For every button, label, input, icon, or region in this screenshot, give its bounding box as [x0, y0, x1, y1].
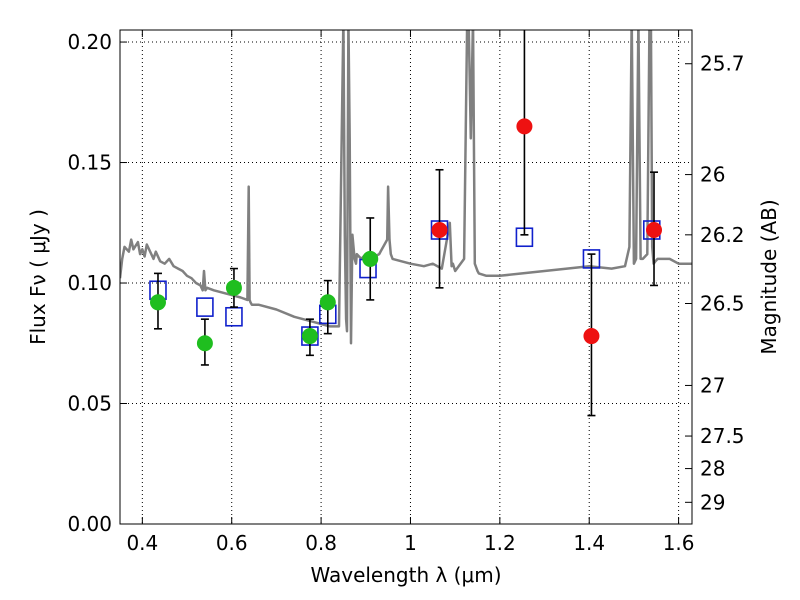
mag-tick-label: 25.7	[700, 52, 745, 76]
data-point	[362, 250, 379, 267]
axis-ticks: 0.4 0.6 0.8 1 1.2 1.4 1.6 0.00 0.05 0.10 0.15 0.20 2…	[67, 30, 745, 555]
model-sed-line	[120, 30, 692, 345]
data-point	[583, 328, 600, 345]
x-tick-label: 1.2	[484, 531, 516, 555]
data-point	[196, 335, 213, 352]
x-tick-label: 1	[404, 531, 417, 555]
x-tick-label: 1.4	[573, 531, 605, 555]
x-axis-label: Wavelength λ (μm)	[310, 563, 501, 587]
plot-area	[120, 30, 692, 417]
mag-tick-label: 29	[700, 490, 725, 514]
model-flux-box	[225, 306, 243, 327]
y-tick-label: 0.10	[67, 271, 112, 295]
model-flux-box	[196, 297, 214, 317]
plot-frame	[119, 29, 693, 525]
data-point	[516, 118, 533, 135]
mag-tick-label: 27	[700, 373, 725, 397]
y-tick-label: 0.05	[67, 392, 112, 416]
mag-tick-label: 27.5	[700, 424, 745, 448]
y-tick-label: 0.15	[67, 151, 112, 175]
y-tick-label: 0.00	[67, 512, 112, 536]
y-axis-label: Flux Fν ( μJy )	[26, 209, 50, 345]
data-point	[431, 222, 448, 239]
y-tick-label: 0.20	[67, 30, 112, 54]
data-point	[225, 279, 242, 296]
x-tick-label: 0.6	[216, 531, 248, 555]
mag-tick-label: 26.2	[700, 223, 745, 247]
mag-tick-label: 26	[700, 163, 725, 187]
data-point	[319, 294, 336, 311]
data-point	[149, 294, 166, 311]
mag-tick-label: 26.5	[700, 292, 745, 316]
y2-axis-label: Magnitude (AB)	[757, 199, 781, 354]
x-tick-label: 0.4	[126, 531, 158, 555]
x-tick-label: 1.6	[663, 531, 695, 555]
grid	[120, 30, 692, 525]
x-tick-label: 0.8	[305, 531, 337, 555]
mag-tick-label: 28	[700, 457, 725, 481]
data-point	[301, 328, 318, 345]
data-point	[646, 222, 663, 239]
